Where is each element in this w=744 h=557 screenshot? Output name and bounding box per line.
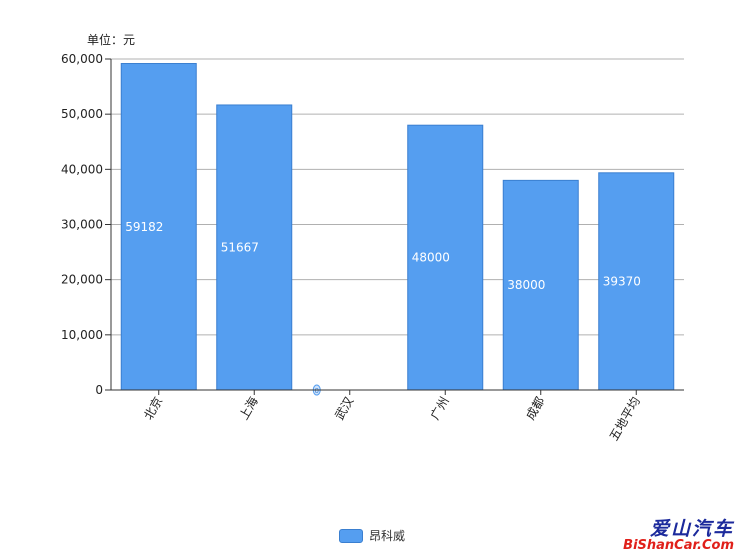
x-tick-label: 武汉 xyxy=(332,395,356,423)
bar xyxy=(120,63,197,391)
bar xyxy=(598,172,675,391)
x-tick-label: 广州 xyxy=(428,395,452,423)
legend[interactable]: 昂科威 xyxy=(339,527,405,544)
y-tick-label: 0 xyxy=(95,383,103,397)
y-tick-label: 60,000 xyxy=(61,52,103,66)
legend-swatch xyxy=(339,528,363,543)
bar xyxy=(216,104,293,391)
watermark-cn: 爱山汽车 xyxy=(649,518,734,540)
legend-label: 昂科威 xyxy=(369,529,406,543)
y-axis-ticks: 0 10,000 20,000 30,000 40,000 50,000 60,000 xyxy=(61,52,111,397)
y-tick-label: 40,000 xyxy=(61,162,103,176)
y-tick-label: 30,000 xyxy=(61,218,103,232)
y-tick-label: 50,000 xyxy=(61,107,103,121)
y-tick-label: 20,000 xyxy=(61,273,103,287)
data-label: 51667 xyxy=(221,240,259,254)
x-tick-label: 上海 xyxy=(236,394,261,422)
data-label: 39370 xyxy=(603,274,641,288)
data-label: 48000 xyxy=(412,251,450,265)
data-label: 38000 xyxy=(507,278,545,292)
watermark-en: BiShanCar.Com xyxy=(623,538,734,553)
unit-label: 单位：元 xyxy=(87,33,136,47)
grid-lines xyxy=(111,58,684,336)
x-tick-label: 成都 xyxy=(523,395,547,423)
x-axis-categories: 北京 上海 武汉 广州 成都 五地平均 xyxy=(141,390,643,443)
x-tick-label: 北京 xyxy=(141,395,165,423)
data-labels: 59182 51667 0 48000 38000 39370 xyxy=(125,220,641,395)
bar xyxy=(502,179,579,391)
watermark-logo: 爱山汽车 BiShanCar.Com xyxy=(623,519,734,553)
data-label: 59182 xyxy=(125,220,163,234)
bars xyxy=(120,63,675,396)
y-tick-label: 10,000 xyxy=(61,328,103,342)
x-tick-label: 五地平均 xyxy=(607,395,643,444)
data-label: 0 xyxy=(315,387,319,395)
